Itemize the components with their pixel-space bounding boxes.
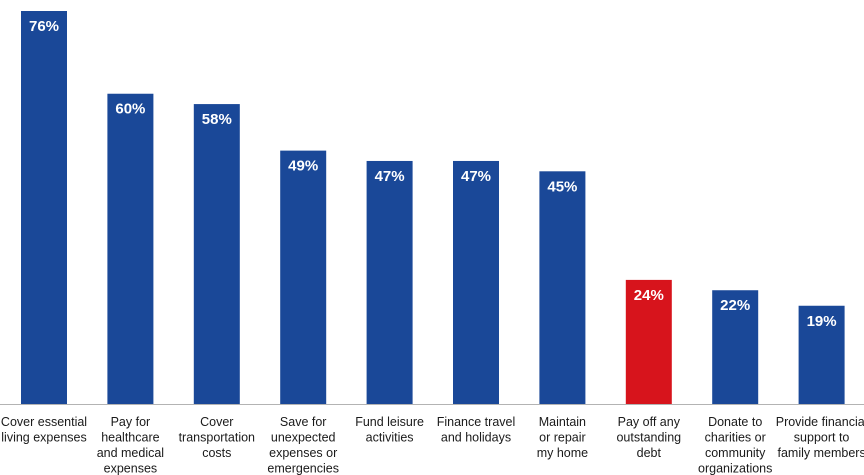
bar	[21, 11, 67, 404]
bar-value-label: 47%	[375, 168, 405, 185]
bar	[453, 160, 499, 404]
category-label: Finance travel and holidays	[437, 415, 516, 445]
bar	[539, 171, 586, 404]
bar-value-label: 49%	[288, 158, 318, 175]
category-labels-group: Cover essential living expenses Pay for hea…	[1, 415, 864, 475]
category-label: Fund leisure activities	[355, 415, 424, 445]
bar-value-label: 22%	[720, 297, 750, 314]
bar-value-label: 19%	[807, 313, 837, 330]
category-label: Pay for healthcare and medical expenses	[97, 415, 164, 475]
bar-value-label: 24%	[634, 287, 664, 304]
category-label: Cover transportation costs	[179, 415, 255, 460]
category-label: Cover essential living expenses	[1, 415, 87, 445]
bar-value-label: 45%	[547, 178, 577, 195]
bar-value-label: 58%	[202, 111, 232, 128]
bar	[712, 290, 759, 404]
bar-value-label: 76%	[29, 18, 59, 35]
bar	[366, 160, 413, 404]
bars-group: 76% 60% 58% 49% 47% 47% 45% 24% 22% 19%	[21, 11, 845, 404]
category-label: Save for unexpected expenses or emergencies	[267, 415, 339, 475]
category-label: Provide financial support to family member…	[776, 415, 864, 460]
bar	[193, 104, 240, 404]
bar-value-label: 47%	[461, 168, 491, 185]
bar-value-label: 60%	[115, 101, 145, 118]
category-label: Maintain or repair my home	[537, 415, 588, 460]
category-label: Donate to charities or community organizati…	[698, 415, 772, 475]
category-label: Pay off any outstanding debt	[616, 415, 681, 460]
bar	[280, 150, 327, 404]
bar	[798, 305, 845, 404]
bar	[107, 93, 154, 404]
bar	[625, 279, 672, 404]
